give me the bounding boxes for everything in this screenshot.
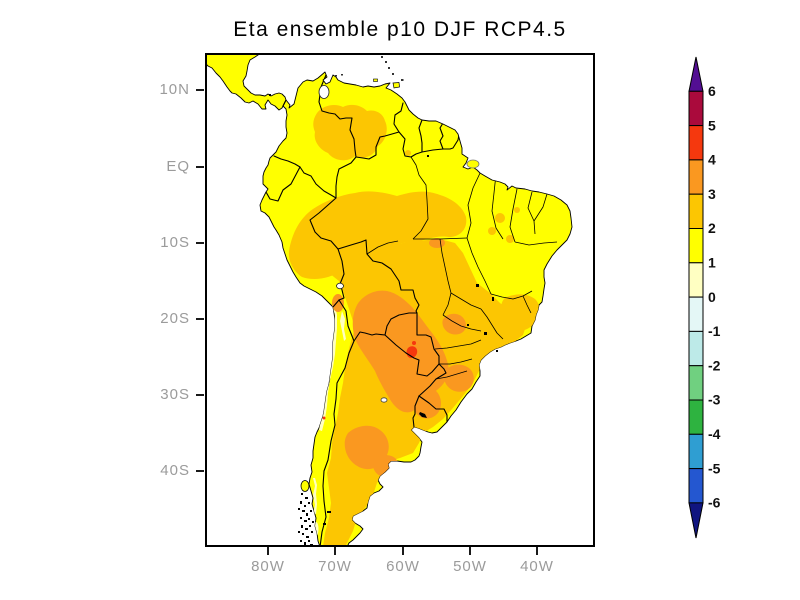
lat-tick [196,166,204,168]
island-trinidad [392,82,400,89]
colorbar-segment [688,296,704,332]
svg-text:1: 1 [708,255,716,271]
colorbar-segment [688,399,704,435]
map-marks [269,94,498,525]
colorbar-segment [688,228,704,264]
lat-tick-label: EQ [166,158,190,175]
lake-maracaibo [318,85,330,99]
colorbar-segment [688,193,704,229]
lon-tick [469,547,471,555]
lake-mar-chiquita [380,397,388,403]
colorbar-segment [688,468,704,504]
svg-text:-3: -3 [708,392,721,408]
colorbar-segment [688,365,704,401]
svg-text:2: 2 [708,220,716,236]
lon-tick-label: 70W [318,558,352,575]
colorbar-segment [688,159,704,195]
lat-tick [196,394,204,396]
svg-text:0: 0 [708,289,716,305]
colorbar-segment [688,330,704,367]
lon-tick-label: 40W [520,558,554,575]
colorbar-segment [688,433,704,470]
lake-titicaca [336,282,344,290]
island-chiloe [300,480,310,492]
lat-tick [196,318,204,320]
colorbar-segment [688,262,704,298]
svg-text:4: 4 [708,152,716,168]
svg-text:-4: -4 [708,426,721,442]
island-marajo [466,159,480,169]
lat-tick-label: 10N [159,81,190,98]
lon-tick [402,547,404,555]
lon-tick [536,547,538,555]
lon-tick-label: 50W [453,558,487,575]
svg-text:-2: -2 [708,357,721,373]
colorbar-tick-labels: 6 5 4 3 2 1 0 -1 -2 -3 -4 -5 -6 [708,83,721,511]
lon-tick-label: 80W [251,558,285,575]
lat-tick-label: 30S [160,386,190,403]
map-frame [205,53,595,547]
lon-tick [267,547,269,555]
lat-tick [196,89,204,91]
island-margarita [373,78,378,82]
plot-title: Eta ensemble p10 DJF RCP4.5 [233,18,567,41]
island-specks [335,56,404,81]
lat-tick-label: 20S [160,310,190,327]
colorbar: 6 5 4 3 2 1 0 -1 -2 -3 -4 -5 -6 [688,56,721,539]
state-borders [366,156,558,380]
map-canvas [205,53,595,547]
svg-text:5: 5 [708,117,716,133]
svg-text:-6: -6 [708,495,721,511]
landmass [205,53,573,547]
svg-text:3: 3 [708,186,716,202]
colorbar-bottom-arrow [688,502,704,539]
colorbar-top-arrow [688,56,704,92]
lon-tick-label: 60W [386,558,420,575]
lat-tick [196,470,204,472]
svg-text:-1: -1 [708,323,721,339]
lat-tick-label: 10S [160,234,190,251]
svg-text:-5: -5 [708,460,721,476]
lon-tick [334,547,336,555]
lakes [318,85,427,418]
colorbar-segment [688,125,704,161]
colorbar-segment [688,90,704,127]
lat-tick-label: 40S [160,462,190,479]
lat-tick [196,242,204,244]
svg-text:6: 6 [708,83,716,99]
reservoir-blob [419,412,427,418]
